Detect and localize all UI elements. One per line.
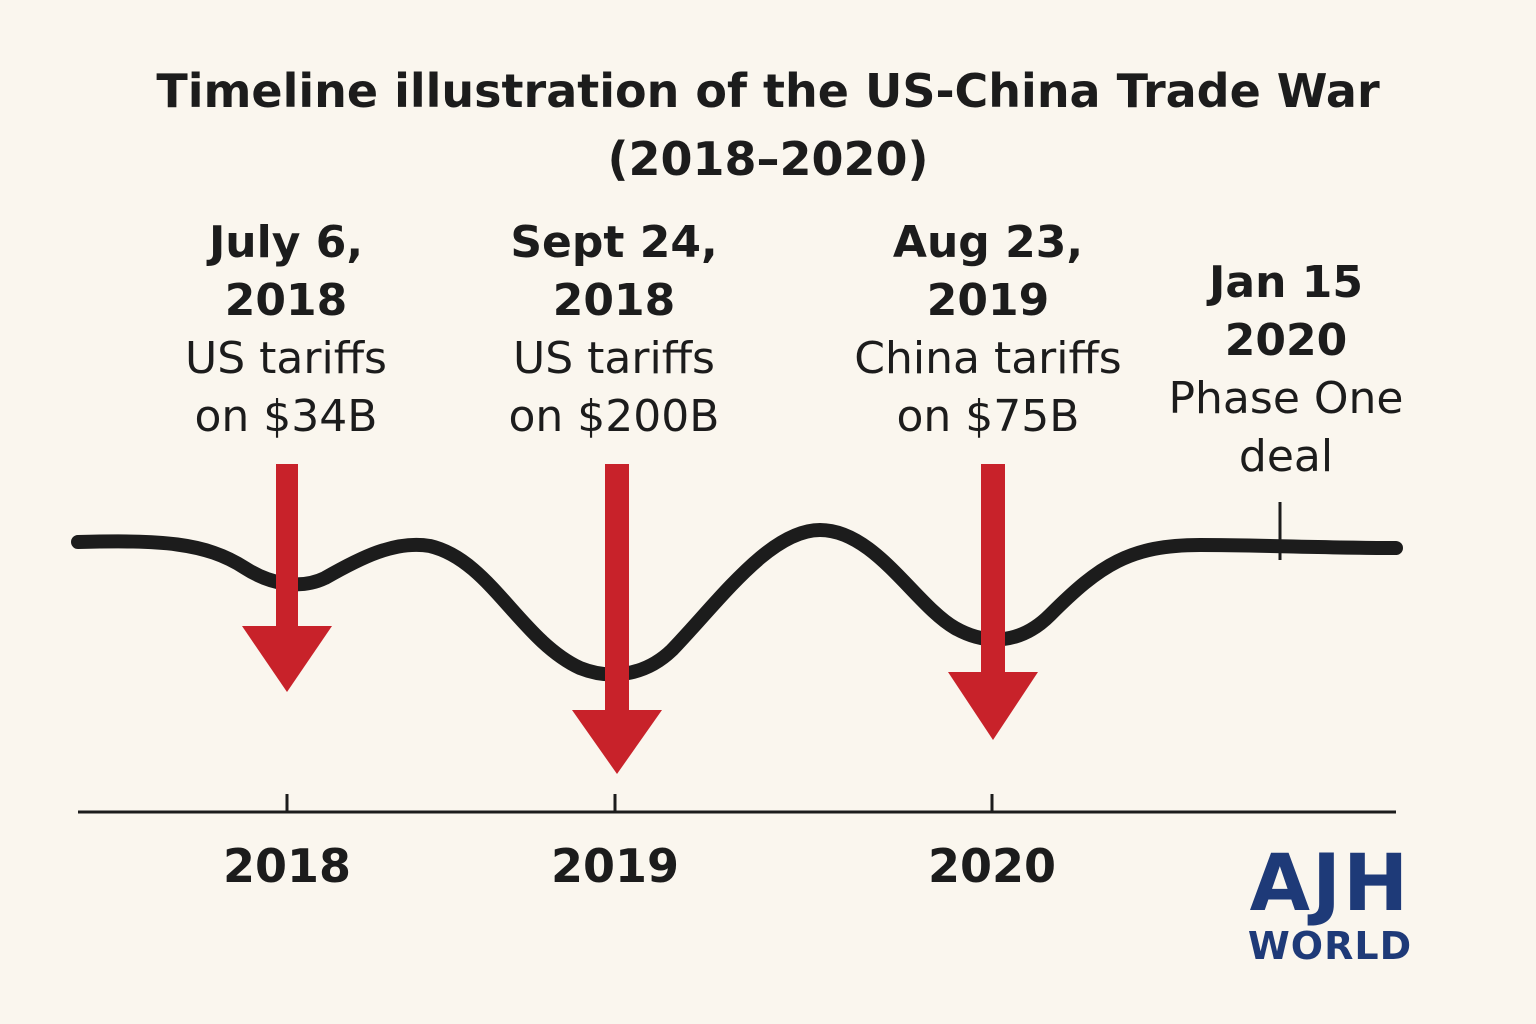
event-desc-line-1: US tariffs	[185, 333, 387, 384]
event-desc-line-1: China tariffs	[854, 333, 1122, 384]
event-desc-line-2: on $34B	[194, 391, 378, 442]
event-desc-line-1: US tariffs	[513, 333, 715, 384]
year-label-2019: 2019	[550, 839, 680, 893]
tariff-arrow-1	[242, 464, 332, 692]
event-date-line-2: 2018	[552, 275, 676, 326]
event-date-line-1: Aug 23,	[892, 217, 1084, 268]
event-label-4: Jan 15 2020 Phase One deal	[1116, 254, 1456, 486]
year-label-2018: 2018	[222, 839, 352, 893]
logo-text-sub: WORLD	[1247, 924, 1413, 968]
event-desc-line-2: on $200B	[508, 391, 720, 442]
event-date-line-2: 2019	[926, 275, 1050, 326]
event-label-3: Aug 23, 2019 China tariffs on $75B	[818, 214, 1158, 446]
title-line-1: Timeline illustration of the US-China Tr…	[156, 64, 1380, 118]
event-date-line-1: Jan 15	[1209, 257, 1363, 308]
year-label-2020: 2020	[927, 839, 1057, 893]
event-desc-line-2: deal	[1238, 431, 1334, 482]
event-desc-line-1: Phase One	[1168, 373, 1404, 424]
ajh-world-logo: AJH WORLD	[1230, 842, 1430, 966]
trend-line	[71, 523, 1403, 682]
event-date-line-1: July 6,	[208, 217, 364, 268]
event-date-line-1: Sept 24,	[510, 217, 718, 268]
tariff-arrow-2	[572, 464, 662, 774]
event-label-1: July 6, 2018 US tariffs on $34B	[116, 214, 456, 446]
event-desc-line-2: on $75B	[896, 391, 1080, 442]
event-date-line-2: 2018	[224, 275, 348, 326]
event-label-2: Sept 24, 2018 US tariffs on $200B	[444, 214, 784, 446]
tariff-arrow-3	[948, 464, 1038, 740]
logo-text-main: AJH	[1249, 839, 1411, 929]
event-date-line-2: 2020	[1224, 315, 1348, 366]
title-line-2: (2018–2020)	[607, 132, 929, 186]
